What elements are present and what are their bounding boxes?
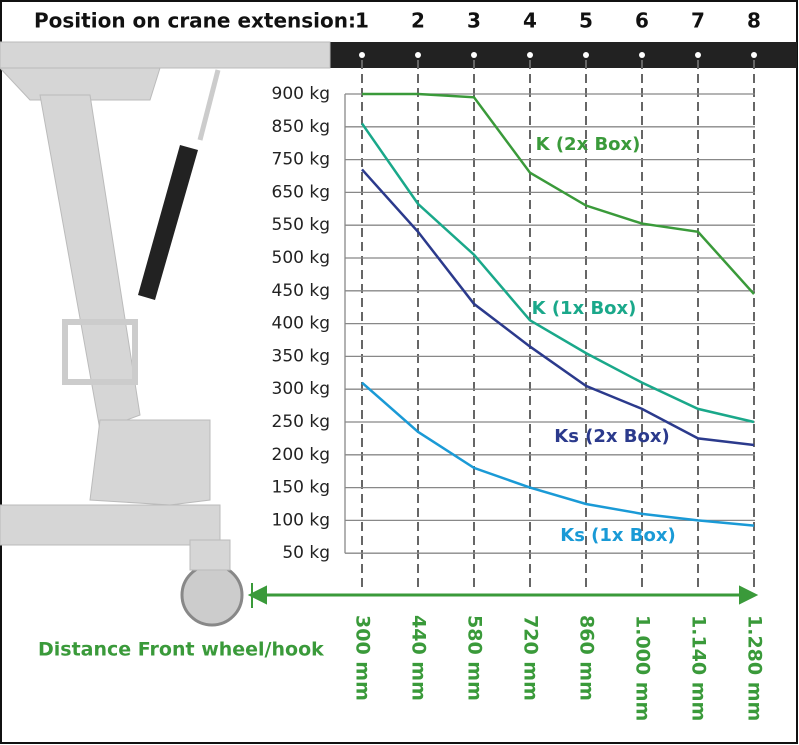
distance-label: 720 mm: [520, 615, 542, 701]
position-dot: [695, 52, 701, 58]
series-label: Ks (1x Box): [560, 525, 675, 546]
position-label: 4: [523, 9, 537, 33]
distance-label: 440 mm: [408, 615, 430, 701]
position-dot: [583, 52, 589, 58]
distance-label: 1.280 mm: [744, 615, 766, 721]
position-dot: [639, 52, 645, 58]
y-tick-label: 50 kg: [282, 543, 330, 563]
y-tick-label: 400 kg: [272, 314, 331, 334]
position-label: 1: [355, 9, 369, 33]
position-dot: [415, 52, 421, 58]
position-label: 3: [467, 9, 481, 33]
position-dot: [359, 52, 365, 58]
series-label: K (2x Box): [536, 134, 641, 155]
position-label: 8: [747, 9, 761, 33]
y-tick-label: 500 kg: [272, 248, 331, 268]
y-tick-label: 300 kg: [272, 379, 331, 399]
y-tick-label: 750 kg: [272, 150, 331, 170]
position-label: 5: [579, 9, 593, 33]
distance-label: 580 mm: [464, 615, 486, 701]
position-label: 2: [411, 9, 425, 33]
y-tick-label: 450 kg: [272, 281, 331, 301]
position-dot: [471, 52, 477, 58]
y-tick-label: 650 kg: [272, 182, 331, 202]
position-dot: [751, 52, 757, 58]
extension-bar: [330, 42, 797, 68]
position-dot: [527, 52, 533, 58]
position-label: 6: [635, 9, 649, 33]
distance-label: 860 mm: [576, 615, 598, 701]
y-tick-label: 550 kg: [272, 215, 331, 235]
distance-label: 300 mm: [352, 615, 374, 701]
chart: Position on crane extension: Distance Fr…: [0, 0, 799, 745]
y-tick-label: 150 kg: [272, 478, 331, 498]
header: Position on crane extension:: [34, 9, 356, 33]
distance-label: 1.140 mm: [688, 615, 710, 721]
position-label: 7: [691, 9, 705, 33]
y-tick-label: 100 kg: [272, 510, 331, 530]
series-label: Ks (2x Box): [554, 426, 669, 447]
distance-title: Distance Front wheel/hook: [38, 639, 324, 661]
y-tick-label: 200 kg: [272, 445, 331, 465]
distance-label: 1.000 mm: [632, 615, 654, 721]
y-tick-label: 900 kg: [272, 84, 331, 104]
series-label: K (1x Box): [532, 298, 637, 319]
y-tick-label: 850 kg: [272, 117, 331, 137]
y-tick-label: 250 kg: [272, 412, 331, 432]
y-tick-label: 350 kg: [272, 346, 331, 366]
